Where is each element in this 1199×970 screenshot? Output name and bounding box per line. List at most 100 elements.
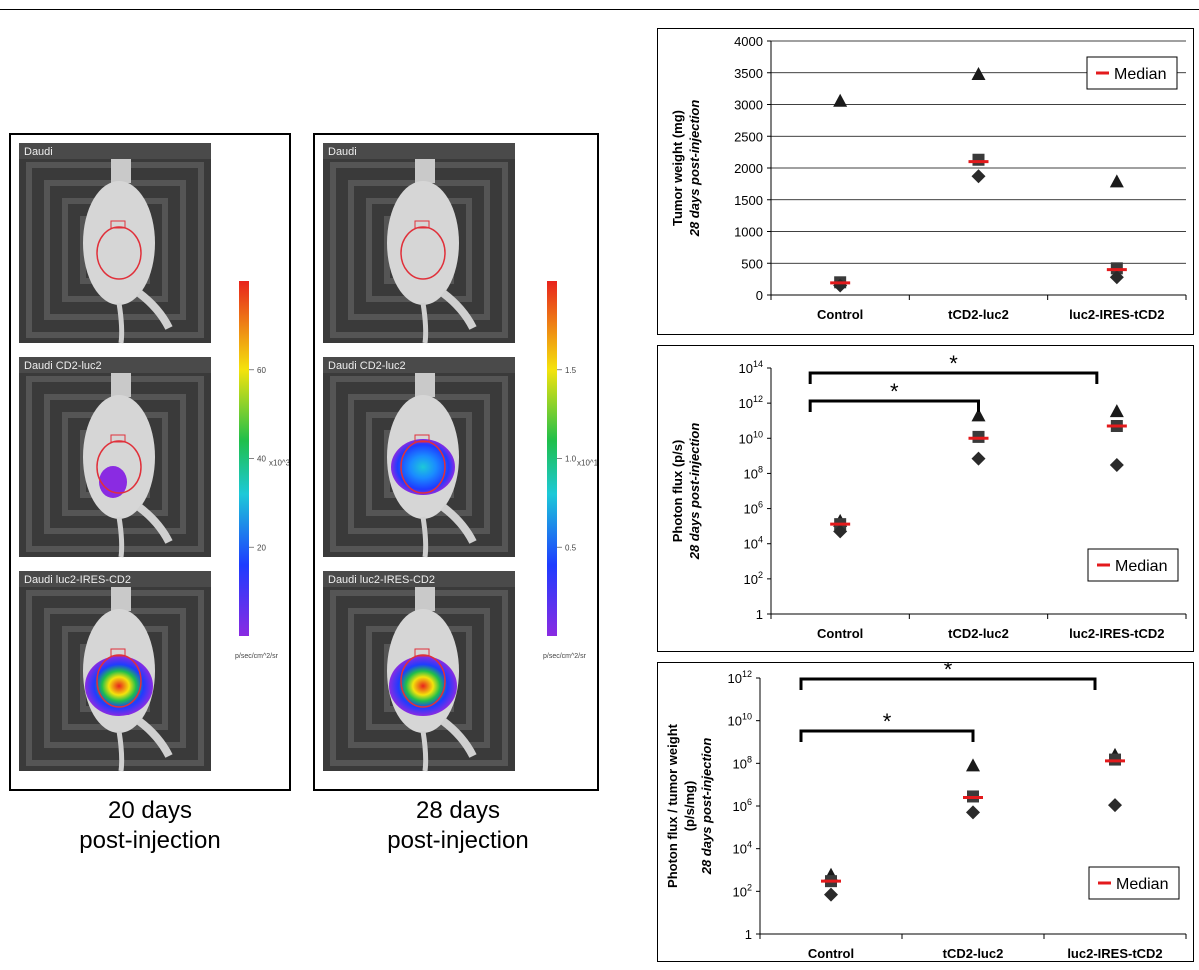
y-axis-label: Photon flux / tumor weight [665,723,680,888]
y-tick-label: 104 [733,840,752,857]
y-tick-label: 0 [756,288,763,303]
mouse-tail [420,516,429,558]
x-tick-label: Control [817,307,863,322]
mouse-label: Daudi [328,146,357,158]
x-tick-label: tCD2-luc2 [943,946,1004,961]
y-tick-label: 3000 [734,98,763,113]
point-diamond [971,169,986,184]
colorbar-tick-label: 40 [257,455,266,464]
roi-tag [414,648,430,657]
photon-flux-chart: 1 102 104 106 108 1010 1012 1014 Control tCD2-luc… [657,345,1194,652]
y-tick-label: 2500 [734,129,763,144]
label-strip [19,357,211,373]
y-tick-label: 1012 [728,669,752,686]
point-diamond [1109,458,1124,473]
chart-svg: 1 102 104 106 108 1010 1012 1014 Control tCD2-luc… [670,351,1187,641]
roi-tag [110,434,126,443]
x-tick-label: tCD2-luc2 [948,307,1009,322]
y-tick-label: 108 [733,754,752,771]
y-tick-label: 108 [744,464,763,481]
signal-spot [85,656,153,716]
y-tick-label: 500 [741,256,763,271]
point-triangle [1109,174,1124,188]
point-square [972,153,985,166]
mouse-body [387,181,459,305]
label-strip [323,571,515,587]
y-axis-label: Photon flux (p/s) [670,440,685,543]
mouse-leg [136,717,173,758]
x-tick-label: luc2-IRES-tCD2 [1069,307,1164,322]
caption-line2: post-injection [79,827,221,854]
roi-circle [400,440,446,494]
mouse-label: Daudi CD2-luc2 [328,360,406,372]
y-tick-label: 1012 [739,394,763,411]
y-tick-label: 2000 [734,161,763,176]
colorbar-tick-label: 1.0 [565,455,577,464]
mouse-tail [116,302,125,344]
point-triangle [971,67,986,81]
legend-median-label: Median [1115,558,1167,575]
mouse-image: Daudi luc2-IRES-CD2 [323,571,515,772]
tumor-weight-chart: 0 500 1000 1500 2000 2500 3000 3500 4000 Control t… [657,28,1194,335]
label-strip [323,143,515,159]
significance-star: * [944,663,953,682]
roi-circle [96,440,142,494]
mouse-label: Daudi luc2-IRES-CD2 [24,574,131,586]
x-tick-label: Control [808,946,854,961]
imaging-panel-20-days: Daudi Daudi CD2-luc2 Daudi luc2-IRES-CD2 60… [9,133,291,791]
y-axis-label: 28 days post-injection [687,423,702,561]
y-tick-label: 104 [744,535,763,552]
y-tick-label: 1 [745,927,752,942]
imaging-caption-28-days: 28 days post-injection [313,796,603,856]
series-triangle [833,67,1124,188]
colorbar-tick-label: 1.5 [565,366,577,375]
series-square [825,753,1121,888]
significance-bracket [799,729,975,742]
mouse-body [83,181,155,305]
mouse-image: Daudi [19,143,211,344]
colorbar-unit: p/sec/cm^2/sr [543,653,587,660]
mouse-leg [440,289,477,330]
point-diamond [833,524,848,539]
y-tick-label: 1010 [739,429,763,446]
colorbar-exponent: x10^10 [577,459,597,468]
significance-star: * [883,709,892,734]
series-diamond [833,451,1124,539]
signal-spot [389,656,457,716]
colorbar-tick-label: 60 [257,366,266,375]
point-triangle [1109,404,1124,418]
mouse-image: Daudi [323,143,515,344]
point-diamond [824,887,838,902]
significance-bracket [808,399,980,412]
x-tick-label: luc2-IRES-tCD2 [1067,946,1162,961]
y-tick-label: 1500 [734,193,763,208]
y-axis-label: 28 days post-injection [699,738,714,876]
mouse-tail [116,730,125,772]
point-diamond [971,451,986,466]
colorbar-unit: p/sec/cm^2/sr [235,653,279,660]
roi-tag [414,220,430,229]
colorbar-tick-label: 0.5 [565,543,577,552]
significance-star: * [949,351,958,376]
caption-line1: 28 days [415,797,501,824]
series-square [834,420,1123,531]
point-diamond [1108,798,1122,813]
x-tick-label: Control [817,626,863,641]
colorbar-exponent: x10^3 [269,459,289,468]
mouse-label: Daudi luc2-IRES-CD2 [328,574,435,586]
mouse-tail [420,730,429,772]
roi-tag [110,648,126,657]
mouse-body [83,395,155,519]
label-strip [323,357,515,373]
series-diamond [833,169,1124,293]
imaging-caption-20-days: 20 days post-injection [5,796,295,856]
roi-circle [96,654,142,708]
significance-bracket [808,371,1099,384]
legend-median-label: Median [1114,66,1166,83]
point-triangle [966,758,980,772]
mouse-leg [440,503,477,544]
photon-flux-per-weight-chart: 1 102 104 106 108 1010 1012 Control tCD2-luc2 luc… [657,657,1194,962]
y-tick-label: 106 [733,797,752,814]
y-axis-label: Tumor weight (mg) [670,110,685,226]
legend-median-label: Median [1116,876,1168,893]
